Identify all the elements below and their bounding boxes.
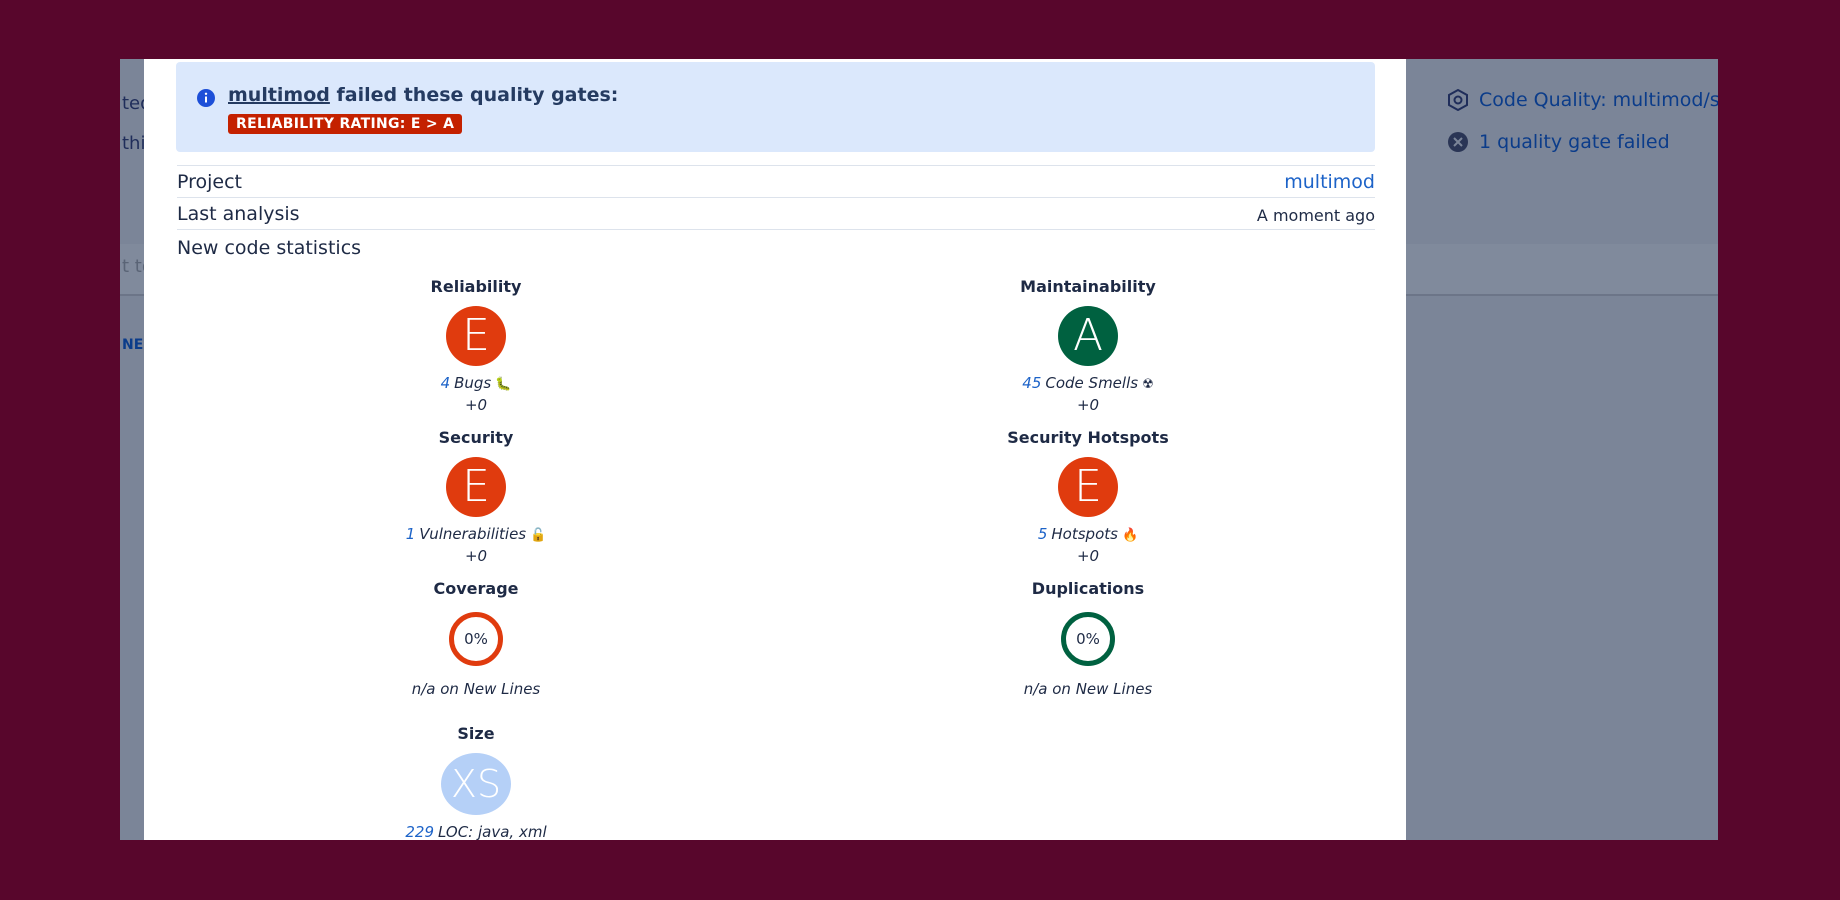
- close-circle-icon: [1448, 132, 1468, 152]
- last-analysis-label: Last analysis: [177, 203, 300, 225]
- divider: [177, 229, 1375, 230]
- duplications-metric: Duplications 0% n/a on New Lines: [938, 579, 1238, 698]
- info-icon: [197, 89, 215, 107]
- stats-title: New code statistics: [177, 237, 362, 259]
- metric-label: Bugs: [454, 374, 492, 392]
- reliability-metric: Reliability E 4 Bugs 🐛 +0: [326, 277, 626, 414]
- project-label: Project: [177, 171, 243, 193]
- fire-icon: 🔥: [1121, 528, 1139, 543]
- bg-code-quality-link[interactable]: Code Quality: multimod/src: [1447, 89, 1718, 111]
- coverage-ring[interactable]: 0%: [449, 612, 503, 666]
- last-analysis-row: Last analysis A moment ago: [177, 197, 1375, 230]
- last-analysis-value: A moment ago: [1256, 206, 1375, 225]
- metric-label: Hotspots: [1051, 525, 1118, 543]
- unlock-icon: 🔓: [530, 528, 547, 543]
- hexagon-icon: [1448, 89, 1468, 111]
- metric-title: Reliability: [430, 277, 522, 296]
- bg-fragment: NE: [122, 337, 144, 353]
- banner-message: failed these quality gates:: [329, 84, 619, 106]
- duplications-ring[interactable]: 0%: [1061, 612, 1115, 666]
- size-metric: Size XS 229 LOC: java, xml: [326, 724, 626, 840]
- bg-link-label: Code Quality: multimod/src: [1479, 89, 1718, 111]
- bg-link-label: 1 quality gate failed: [1479, 131, 1670, 153]
- banner-title: multimod failed these quality gates:: [228, 84, 618, 106]
- metric-count-line: 5 Hotspots 🔥: [938, 525, 1238, 543]
- coverage-metric: Coverage 0% n/a on New Lines: [326, 579, 626, 698]
- project-row: Project multimod: [177, 165, 1375, 198]
- security-metric: Security E 1 Vulnerabilities 🔓 +0: [326, 428, 626, 565]
- metric-delta: +0: [464, 547, 488, 565]
- metric-delta: +0: [464, 396, 488, 414]
- duplications-value: 0%: [1076, 630, 1100, 648]
- metric-title: Coverage: [433, 579, 519, 598]
- metric-label: Code Smells: [1045, 374, 1139, 392]
- coverage-value: 0%: [464, 630, 488, 648]
- metric-delta: +0: [1076, 547, 1100, 565]
- maintainability-rating[interactable]: A: [1058, 306, 1118, 366]
- radioactive-icon: ☢: [1142, 377, 1154, 392]
- metric-title: Security Hotspots: [1007, 428, 1169, 447]
- metric-count-line: 45 Code Smells ☢: [938, 374, 1238, 392]
- failure-banner: multimod failed these quality gates: REL…: [176, 62, 1375, 152]
- metric-label: LOC: java, xml: [438, 823, 547, 840]
- coverage-note: n/a on New Lines: [411, 680, 541, 698]
- hotspots-metric: Security Hotspots E 5 Hotspots 🔥 +0: [938, 428, 1238, 565]
- bg-quality-gate-link[interactable]: 1 quality gate failed: [1447, 131, 1670, 153]
- metric-count-line: 4 Bugs 🐛: [326, 374, 626, 392]
- maintainability-metric: Maintainability A 45 Code Smells ☢ +0: [938, 277, 1238, 414]
- bg-status-panel: Code Quality: multimod/src 1 quality gat…: [1407, 59, 1718, 242]
- metric-label: Vulnerabilities: [419, 525, 527, 543]
- bugs-count-link[interactable]: 4: [440, 374, 451, 392]
- metric-count-line: 229 LOC: java, xml: [326, 823, 626, 840]
- loc-count-link[interactable]: 229: [405, 823, 434, 840]
- vulnerabilities-count-link[interactable]: 1: [405, 525, 416, 543]
- project-value-link[interactable]: multimod: [1284, 171, 1375, 193]
- hotspots-rating[interactable]: E: [1058, 457, 1118, 517]
- hotspots-count-link[interactable]: 5: [1037, 525, 1048, 543]
- failed-gate-badge: RELIABILITY RATING: E > A: [228, 114, 463, 134]
- metric-title: Security: [438, 428, 514, 447]
- size-rating[interactable]: XS: [441, 753, 511, 815]
- reliability-rating[interactable]: E: [446, 306, 506, 366]
- code-smells-count-link[interactable]: 45: [1022, 374, 1042, 392]
- metric-title: Size: [457, 724, 495, 743]
- quality-gate-dialog: multimod failed these quality gates: REL…: [144, 59, 1406, 840]
- project-link[interactable]: multimod: [228, 84, 330, 106]
- duplications-note: n/a on New Lines: [1023, 680, 1153, 698]
- metric-delta: +0: [1076, 396, 1100, 414]
- bug-icon: 🐛: [495, 377, 512, 392]
- browser-viewport: ted this t to NE Code Quality: multimod/…: [120, 59, 1718, 840]
- metric-title: Duplications: [1031, 579, 1145, 598]
- metric-count-line: 1 Vulnerabilities 🔓: [326, 525, 626, 543]
- security-rating[interactable]: E: [446, 457, 506, 517]
- metric-title: Maintainability: [1020, 277, 1156, 296]
